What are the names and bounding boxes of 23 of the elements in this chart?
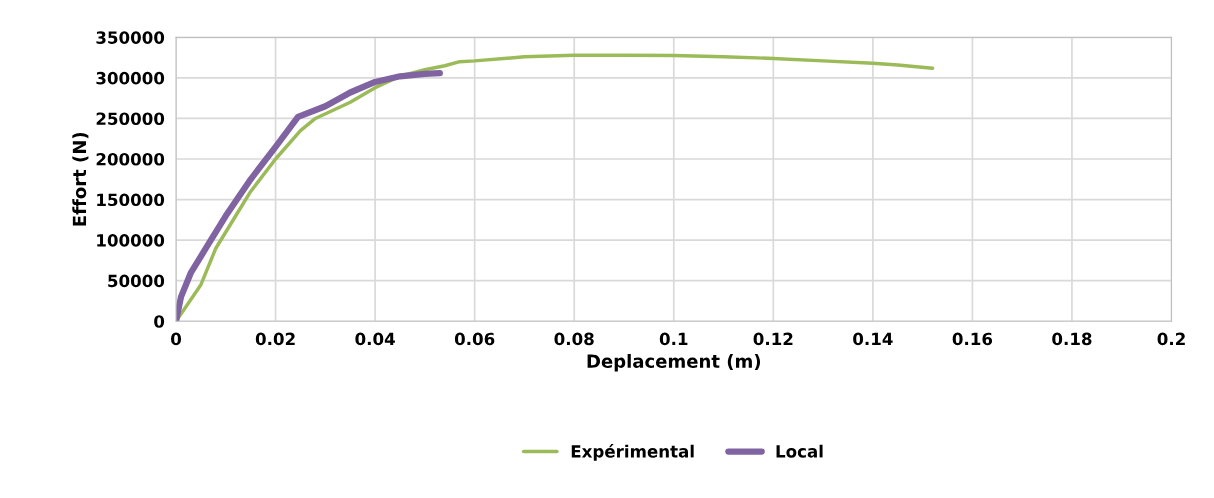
legend-label: Expérimental	[571, 444, 694, 461]
y-tick-label: 0	[154, 315, 165, 328]
x-tick-label: 0.1	[659, 332, 688, 346]
x-tick-label: 0.14	[853, 332, 893, 346]
y-tick-label: 300000	[96, 71, 165, 85]
y-axis-title: Effort (N)	[72, 132, 89, 226]
y-tick-label: 250000	[96, 112, 165, 126]
x-tick-label: 0.16	[952, 332, 993, 346]
x-tick-label: 0.02	[255, 332, 295, 346]
legend-label: Local	[776, 444, 823, 458]
x-tick-label: 0	[171, 332, 182, 346]
x-tick-label: 0.12	[753, 332, 793, 346]
y-tick-label: 150000	[97, 193, 165, 207]
x-tick-label: 0.18	[1052, 332, 1092, 346]
x-tick-label: 0.04	[355, 332, 395, 346]
y-tick-label: 200000	[96, 152, 165, 166]
y-tick-label: 350000	[96, 31, 165, 44]
x-tick-label: 0.08	[554, 332, 594, 346]
x-tick-label: 0.2	[1157, 332, 1185, 346]
y-tick-label: 100000	[97, 234, 165, 247]
x-tick-label: 0.06	[454, 332, 495, 346]
x-axis-title: Deplacement (m)	[587, 354, 761, 372]
y-tick-label: 50000	[108, 274, 165, 288]
